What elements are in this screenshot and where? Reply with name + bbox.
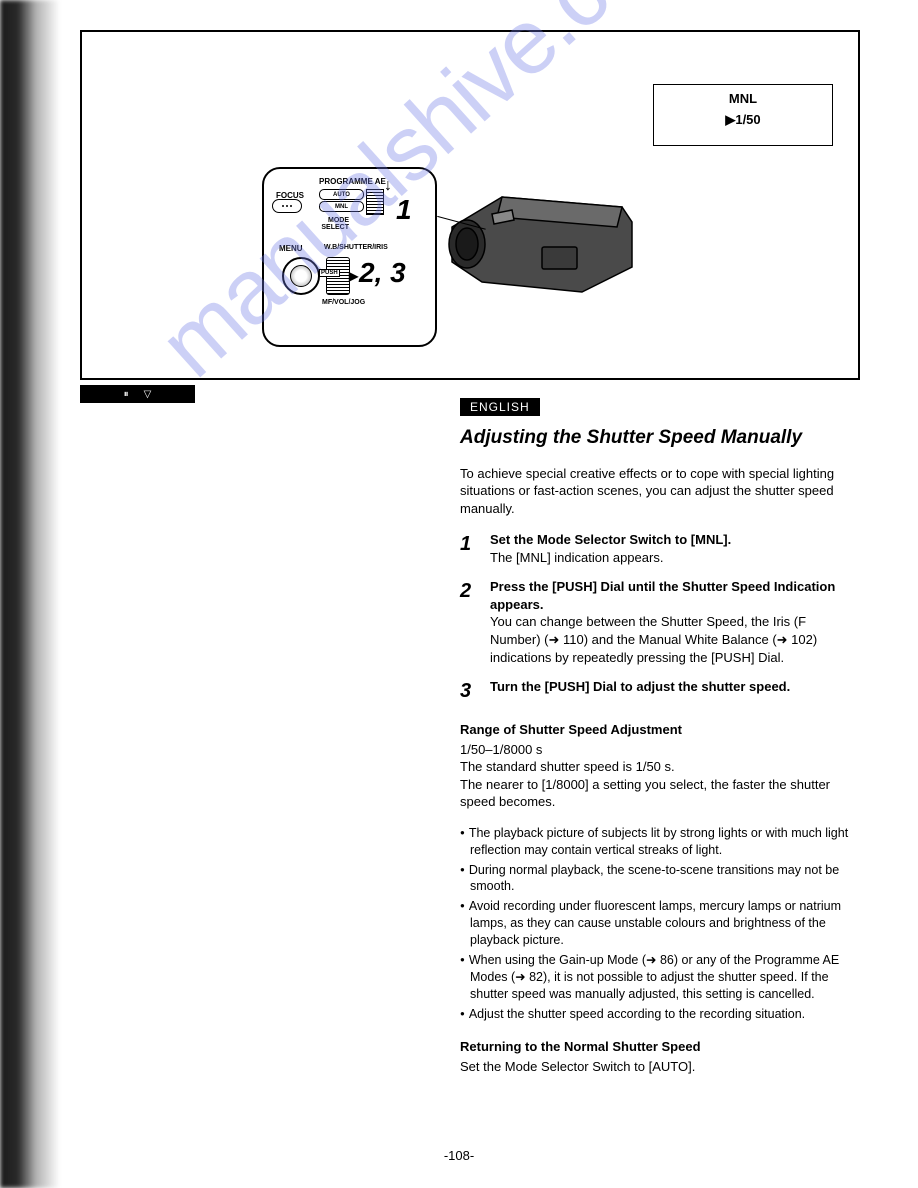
mode-select-label: MODE SELECT [309, 217, 349, 231]
step-1: 1 Set the Mode Selector Switch to [MNL].… [460, 531, 860, 566]
lcd-speed: ▶1/50 [666, 112, 820, 128]
callout-step-23: 2, 3 [359, 257, 406, 289]
callout-step-1: 1 [396, 194, 412, 226]
focus-button-icon [272, 199, 302, 213]
push-label: PUSH [319, 269, 340, 277]
step-2-num: 2 [460, 578, 478, 666]
switch-auto: AUTO [319, 189, 364, 200]
arrow-23-icon: ▶ [349, 269, 358, 283]
range-heading: Range of Shutter Speed Adjustment [460, 721, 860, 739]
step-3-num: 3 [460, 678, 478, 705]
content-column: Adjusting the Shutter Speed Manually To … [460, 425, 860, 1076]
note-1: The playback picture of subjects lit by … [460, 825, 860, 859]
step-2-title: Press the [PUSH] Dial until the Shutter … [490, 578, 860, 613]
step-2: 2 Press the [PUSH] Dial until the Shutte… [460, 578, 860, 666]
returning-heading: Returning to the Normal Shutter Speed [460, 1038, 860, 1056]
intro-text: To achieve special creative effects or t… [460, 465, 860, 518]
step-1-title: Set the Mode Selector Switch to [MNL]. [490, 531, 731, 549]
range-line1: 1/50–1/8000 s [460, 741, 860, 759]
lcd-display: MNL ▶1/50 [653, 84, 833, 146]
page-title: Adjusting the Shutter Speed Manually [460, 425, 860, 451]
arrow-down-icon: ↓ [384, 177, 392, 195]
scan-artifact [0, 0, 60, 1188]
step-1-body: The [MNL] indication appears. [490, 549, 731, 567]
mode-switch: AUTO MNL [319, 189, 364, 213]
step-2-body: You can change between the Shutter Speed… [490, 613, 860, 666]
menu-label: MENU [279, 244, 303, 253]
step-3: 3 Turn the [PUSH] Dial to adjust the shu… [460, 678, 860, 705]
note-2: During normal playback, the scene-to-sce… [460, 862, 860, 896]
page-number: -108- [0, 1148, 918, 1163]
dial-inner-icon [290, 265, 312, 287]
switch-slider-icon [366, 189, 384, 215]
step-1-num: 1 [460, 531, 478, 566]
notes-list: The playback picture of subjects lit by … [460, 825, 860, 1023]
control-callout: PROGRAMME AE FOCUS AUTO MNL ↓ MODE SELEC… [262, 167, 437, 347]
range-line3: The nearer to [1/8000] a setting you sel… [460, 776, 860, 811]
wb-label: W.B/SHUTTER/IRIS [324, 244, 388, 251]
figure-frame: MNL ▶1/50 PROGRAMME AE FOCUS AUTO MNL ↓ … [80, 30, 860, 380]
note-3: Avoid recording under fluorescent lamps,… [460, 898, 860, 949]
tab-pause-icon: ⏸ [124, 389, 129, 400]
switch-mnl: MNL [319, 201, 364, 212]
language-label: ENGLISH [460, 398, 540, 416]
section-tab: ⏸ ▽ [80, 385, 195, 403]
tab-down-icon: ▽ [144, 389, 152, 400]
lcd-mode: MNL [666, 91, 820, 106]
step-3-title: Turn the [PUSH] Dial to adjust the shutt… [490, 678, 790, 696]
mf-label: MF/VOL/JOG [322, 299, 365, 306]
note-5: Adjust the shutter speed according to th… [460, 1006, 860, 1023]
note-4: When using the Gain-up Mode (➜ 86) or an… [460, 952, 860, 1003]
range-line2: The standard shutter speed is 1/50 s. [460, 758, 860, 776]
programme-ae-label: PROGRAMME AE [319, 177, 386, 186]
returning-body: Set the Mode Selector Switch to [AUTO]. [460, 1058, 860, 1076]
